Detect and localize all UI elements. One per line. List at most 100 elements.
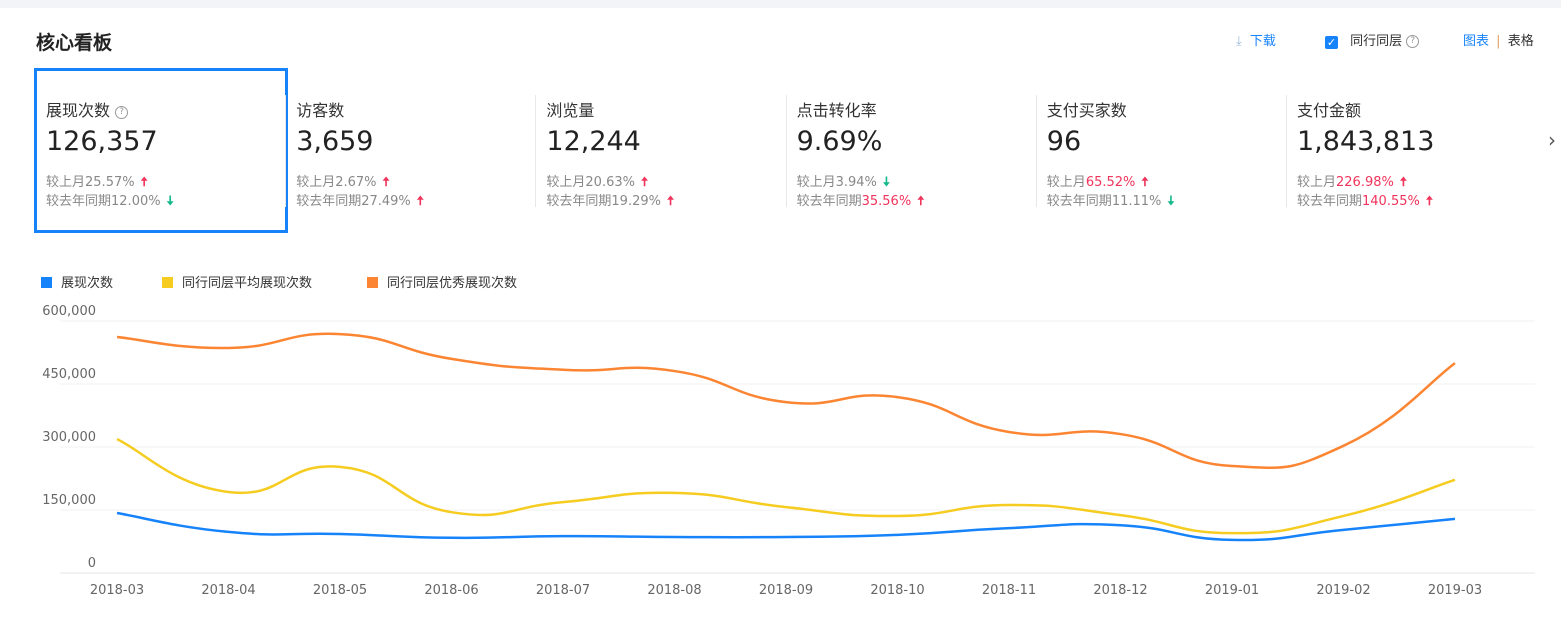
metric-card[interactable]: 支付金额 1,843,813 较上月226.98% 🠅 较去年同期140.55% 🠅 <box>1287 70 1537 230</box>
metric-value: 3,659 <box>296 126 374 157</box>
metric-card[interactable]: 浏览量 12,244 较上月20.63% 🠅 较去年同期19.29% 🠅 <box>536 70 786 230</box>
series-line-1 <box>116 437 1456 535</box>
page-title: 核心看板 <box>36 32 113 54</box>
help-icon[interactable]: ? <box>1406 35 1420 48</box>
card-divider <box>535 95 537 207</box>
metric-card[interactable]: 展现次数 ? 126,357 较上月25.57% 🠅 较去年同期12.00% 🠇 <box>36 70 286 230</box>
arrow-up-icon: 🠅 <box>1399 175 1407 190</box>
metric-label: 展现次数 ? <box>46 97 129 121</box>
x-tick-label: 2018-10 <box>870 583 924 598</box>
arrow-up-icon: 🠅 <box>640 175 649 190</box>
yoy-value: 12.00% <box>111 194 161 209</box>
y-tick-label: 600,000 <box>42 304 96 319</box>
yoy-label: 较去年同期 <box>296 194 362 209</box>
metric-value: 96 <box>1046 126 1082 157</box>
divider: | <box>1496 34 1501 49</box>
arrow-up-icon: 🠅 <box>140 175 148 190</box>
yoy-value: 140.55% <box>1362 194 1420 209</box>
series-line-0 <box>116 511 1456 542</box>
y-tick-label: 0 <box>88 556 96 571</box>
metric-label-text: 展现次数 <box>46 101 111 120</box>
mom-label: 较上月 <box>46 175 86 190</box>
yoy-label: 较去年同期 <box>46 194 112 209</box>
mom-value: 65.52% <box>1085 175 1136 190</box>
x-tick-label: 2019-02 <box>1316 583 1370 598</box>
arrow-up-icon: 🠅 <box>1141 175 1149 190</box>
legend-item[interactable]: 同行同层平均展现次数 <box>162 272 312 291</box>
card-divider <box>1035 95 1037 207</box>
yoy-label: 较去年同期 <box>546 194 612 209</box>
x-tick-label: 2018-09 <box>759 583 813 598</box>
mom-change: 较上月226.98% 🠅 <box>1297 171 1407 195</box>
legend-item[interactable]: 展现次数 <box>41 272 113 291</box>
arrow-up-icon: 🠅 <box>416 194 424 209</box>
x-tick-label: 2018-06 <box>424 583 478 598</box>
card-divider <box>1286 95 1287 207</box>
metric-card[interactable]: 点击转化率 9.69% 较上月3.94% 🠇 较去年同期35.56% 🠅 <box>787 70 1037 230</box>
series-line-2 <box>116 332 1456 469</box>
card-divider <box>285 95 287 207</box>
x-tick-label: 2018-12 <box>1093 583 1147 598</box>
metric-value: 126,357 <box>46 126 158 157</box>
x-tick-label: 2018-07 <box>536 583 590 598</box>
yoy-value: 11.11% <box>1111 194 1162 209</box>
mom-label: 较上月 <box>1046 175 1086 190</box>
legend-swatch <box>41 277 52 288</box>
yoy-label: 较去年同期 <box>1297 194 1363 209</box>
metric-label-text: 支付买家数 <box>1046 101 1127 120</box>
y-tick-label: 450,000 <box>42 367 96 382</box>
mom-change: 较上月65.52% 🠅 <box>1047 171 1149 195</box>
metric-label-text: 点击转化率 <box>796 101 877 120</box>
yoy-label: 较去年同期 <box>1046 194 1112 209</box>
arrow-up-icon: 🠅 <box>382 175 390 190</box>
x-tick-label: 2018-11 <box>982 583 1036 598</box>
legend-label: 同行同层平均展现次数 <box>182 276 313 291</box>
metric-label: 支付买家数 <box>1047 97 1127 121</box>
mom-value: 3.94% <box>835 175 877 190</box>
legend-swatch <box>367 277 378 288</box>
yoy-change: 较去年同期19.29% 🠅 <box>546 190 674 214</box>
x-tick-label: 2018-03 <box>90 583 144 598</box>
view-table-tab[interactable]: 表格 <box>1507 34 1534 49</box>
legend-item[interactable]: 同行同层优秀展现次数 <box>367 272 517 291</box>
mom-value: 20.63% <box>585 175 635 190</box>
mom-label: 较上月 <box>1297 175 1337 190</box>
mom-change: 较上月2.67% 🠅 <box>296 171 389 195</box>
yoy-value: 27.49% <box>361 194 411 209</box>
download-icon: ⤓ <box>1236 34 1242 49</box>
top-bar <box>0 0 1561 8</box>
y-tick-label: 150,000 <box>42 493 96 508</box>
arrow-up-icon: 🠅 <box>917 194 925 209</box>
help-icon[interactable]: ? <box>115 106 129 119</box>
metric-label: 访客数 <box>296 97 344 121</box>
arrow-down-icon: 🠇 <box>166 194 174 209</box>
y-tick-label: 300,000 <box>42 430 96 445</box>
checkbox-checked-icon: ✓ <box>1325 36 1338 49</box>
x-tick-label: 2018-08 <box>647 583 701 598</box>
peer-checkbox[interactable]: ✓ 同行同层 ? <box>1325 30 1420 49</box>
metric-label-text: 浏览量 <box>546 101 595 120</box>
yoy-change: 较去年同期11.11% 🠇 <box>1047 190 1175 214</box>
download-button[interactable]: ⤓ 下载 <box>1236 34 1276 49</box>
mom-change: 较上月25.57% 🠅 <box>46 171 148 195</box>
next-arrow-icon[interactable]: › <box>1548 128 1556 152</box>
mom-change: 较上月20.63% 🠅 <box>546 171 648 195</box>
yoy-change: 较去年同期27.49% 🠅 <box>296 190 424 214</box>
arrow-up-icon: 🠅 <box>1425 194 1433 209</box>
view-chart-tab[interactable]: 图表 <box>1463 34 1490 49</box>
mom-label: 较上月 <box>546 175 586 190</box>
mom-label: 较上月 <box>796 175 836 190</box>
yoy-value: 35.56% <box>861 194 912 209</box>
yoy-label: 较去年同期 <box>796 194 862 209</box>
metric-value: 12,244 <box>546 126 641 157</box>
metric-label: 支付金额 <box>1297 97 1361 121</box>
metric-card[interactable]: 访客数 3,659 较上月2.67% 🠅 较去年同期27.49% 🠅 <box>286 70 536 230</box>
yoy-value: 19.29% <box>611 194 661 209</box>
metric-card[interactable]: 支付买家数 96 较上月65.52% 🠅 较去年同期11.11% 🠇 <box>1037 70 1287 230</box>
metric-value: 9.69% <box>796 126 883 157</box>
metric-label: 点击转化率 <box>797 97 877 121</box>
x-tick-label: 2018-05 <box>313 583 367 598</box>
yoy-change: 较去年同期140.55% 🠅 <box>1297 190 1433 214</box>
arrow-down-icon: 🠇 <box>882 175 891 190</box>
metric-label-text: 支付金额 <box>1297 101 1362 120</box>
